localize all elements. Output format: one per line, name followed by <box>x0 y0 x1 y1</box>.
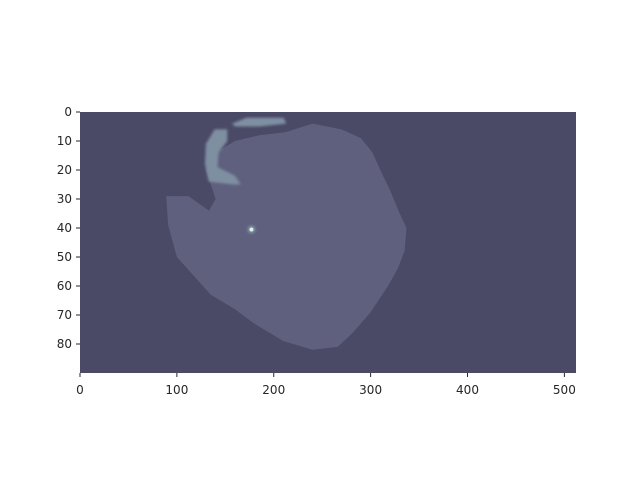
y-tick-label: 10 <box>57 134 72 148</box>
y-tick-label: 70 <box>57 308 72 322</box>
y-tick-label: 60 <box>57 279 72 293</box>
x-tick-label: 300 <box>359 383 382 397</box>
x-tick-label: 500 <box>553 383 576 397</box>
x-tick-label: 400 <box>456 383 479 397</box>
y-tick-label: 40 <box>57 221 72 235</box>
x-tick-label: 200 <box>262 383 285 397</box>
y-axis: 0 10 20 30 40 50 60 70 80 <box>57 105 80 351</box>
y-tick-label: 20 <box>57 163 72 177</box>
x-tick-label: 0 <box>76 383 84 397</box>
region-bright-top <box>232 117 287 127</box>
y-tick-label: 0 <box>64 105 72 119</box>
y-tick-label: 30 <box>57 192 72 206</box>
x-axis: 0 100 200 300 400 500 <box>76 373 576 397</box>
y-tick-label: 50 <box>57 250 72 264</box>
image-regions <box>166 117 407 350</box>
region-hot-spot <box>249 227 254 232</box>
x-tick-label: 100 <box>165 383 188 397</box>
region-bright-arc <box>204 129 241 185</box>
y-tick-label: 80 <box>57 337 72 351</box>
